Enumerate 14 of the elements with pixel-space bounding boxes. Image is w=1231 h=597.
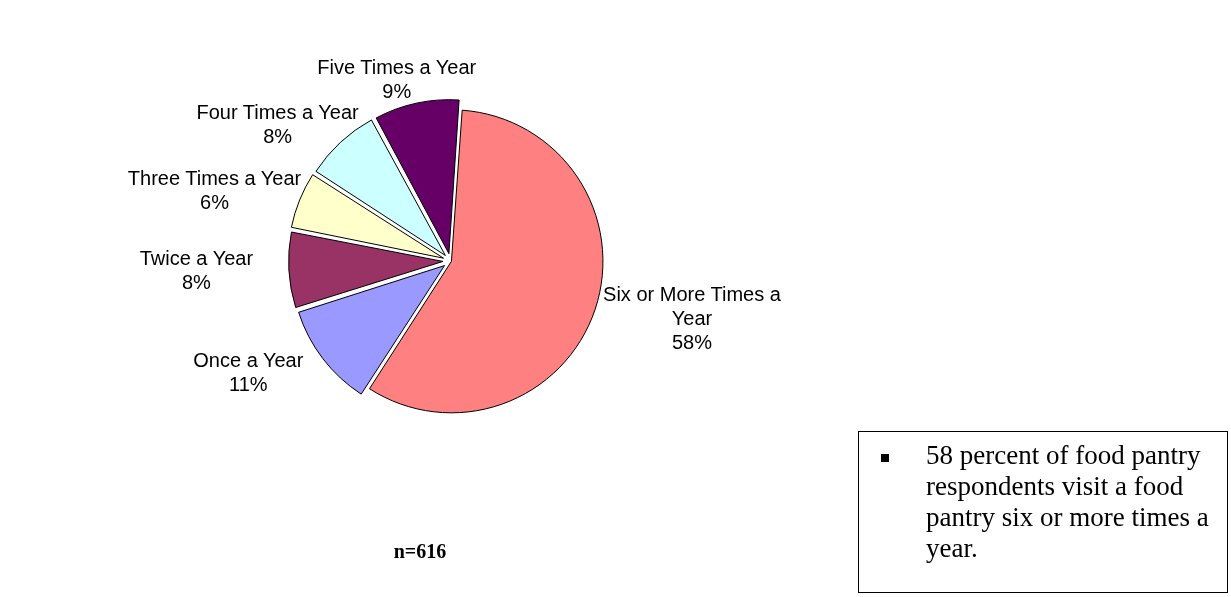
slice-label: Three Times a Year <box>127 167 302 190</box>
text: 58 percent of food pantry respondents visit a food pantry six or more times a year. <box>926 440 1209 563</box>
data-label: 58% <box>671 330 713 353</box>
data-label: 8% <box>263 125 293 148</box>
text: n=616 <box>392 540 448 563</box>
slice-label: Six or More Times a Year <box>603 282 782 329</box>
data-label: 9% <box>382 80 412 103</box>
data-label: 11% <box>229 372 268 395</box>
slice-label: Once a Year <box>193 348 304 371</box>
data-label: 6% <box>200 191 230 214</box>
slice-label: Twice a Year <box>139 246 254 269</box>
slice-label: Four Times a Year <box>196 101 360 124</box>
slice-label: Five Times a Year <box>317 56 477 79</box>
data-label: 8% <box>181 270 212 293</box>
